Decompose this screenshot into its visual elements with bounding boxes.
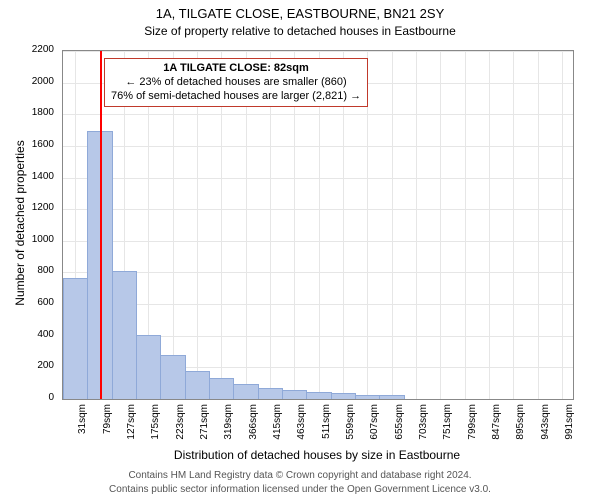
histogram-bar (355, 395, 380, 399)
x-tick-label: 991sqm (564, 404, 575, 454)
histogram-bar (233, 384, 258, 399)
x-tick-label: 175sqm (150, 404, 161, 454)
x-tick-label: 943sqm (540, 404, 551, 454)
annotation-line3: 76% of semi-detached houses are larger (… (111, 90, 361, 104)
y-tick-label: 600 (0, 297, 54, 308)
y-tick-label: 1400 (0, 171, 54, 182)
chart-subtitle: Size of property relative to detached ho… (0, 24, 600, 38)
x-tick-label: 559sqm (345, 404, 356, 454)
x-tick-label: 703sqm (418, 404, 429, 454)
annotation-line1: 1A TILGATE CLOSE: 82sqm (111, 62, 361, 76)
annotation-box: 1A TILGATE CLOSE: 82sqm ← 23% of detache… (104, 58, 368, 107)
histogram-bar (379, 395, 404, 399)
y-tick-label: 2200 (0, 44, 54, 55)
y-axis-label: Number of detached properties (13, 133, 27, 313)
x-tick-label: 319sqm (223, 404, 234, 454)
histogram-bar (306, 392, 331, 399)
histogram-bar (112, 271, 137, 399)
histogram-bar (185, 371, 210, 399)
x-tick-label: 655sqm (394, 404, 405, 454)
y-tick-label: 0 (0, 392, 54, 403)
x-tick-label: 751sqm (442, 404, 453, 454)
footer-line2: Contains public sector information licen… (0, 484, 600, 495)
x-tick-label: 895sqm (515, 404, 526, 454)
footer-line1: Contains HM Land Registry data © Crown c… (0, 470, 600, 481)
x-tick-label: 847sqm (491, 404, 502, 454)
histogram-bar (136, 335, 161, 399)
histogram-bar (282, 390, 307, 399)
property-marker-line (100, 51, 102, 399)
y-tick-label: 800 (0, 265, 54, 276)
histogram-bar (63, 278, 88, 399)
x-tick-label: 79sqm (102, 404, 113, 454)
y-tick-label: 200 (0, 360, 54, 371)
annotation-line2: ← 23% of detached houses are smaller (86… (111, 76, 361, 90)
histogram-bar (258, 388, 283, 399)
y-tick-label: 400 (0, 329, 54, 340)
x-axis-label: Distribution of detached houses by size … (62, 448, 572, 462)
histogram-bar (331, 393, 356, 399)
x-tick-label: 223sqm (175, 404, 186, 454)
y-tick-label: 1600 (0, 139, 54, 150)
x-tick-label: 127sqm (126, 404, 137, 454)
y-tick-label: 1800 (0, 107, 54, 118)
x-tick-label: 415sqm (272, 404, 283, 454)
x-tick-label: 607sqm (369, 404, 380, 454)
x-tick-label: 511sqm (321, 404, 332, 454)
x-tick-label: 366sqm (248, 404, 259, 454)
chart-title: 1A, TILGATE CLOSE, EASTBOURNE, BN21 2SY (0, 6, 600, 21)
x-tick-label: 31sqm (77, 404, 88, 454)
y-tick-label: 2000 (0, 76, 54, 87)
histogram-bar (160, 355, 185, 399)
x-tick-label: 271sqm (199, 404, 210, 454)
x-tick-label: 799sqm (467, 404, 478, 454)
histogram-bar (209, 378, 234, 399)
y-tick-label: 1200 (0, 202, 54, 213)
x-tick-label: 463sqm (296, 404, 307, 454)
y-tick-label: 1000 (0, 234, 54, 245)
